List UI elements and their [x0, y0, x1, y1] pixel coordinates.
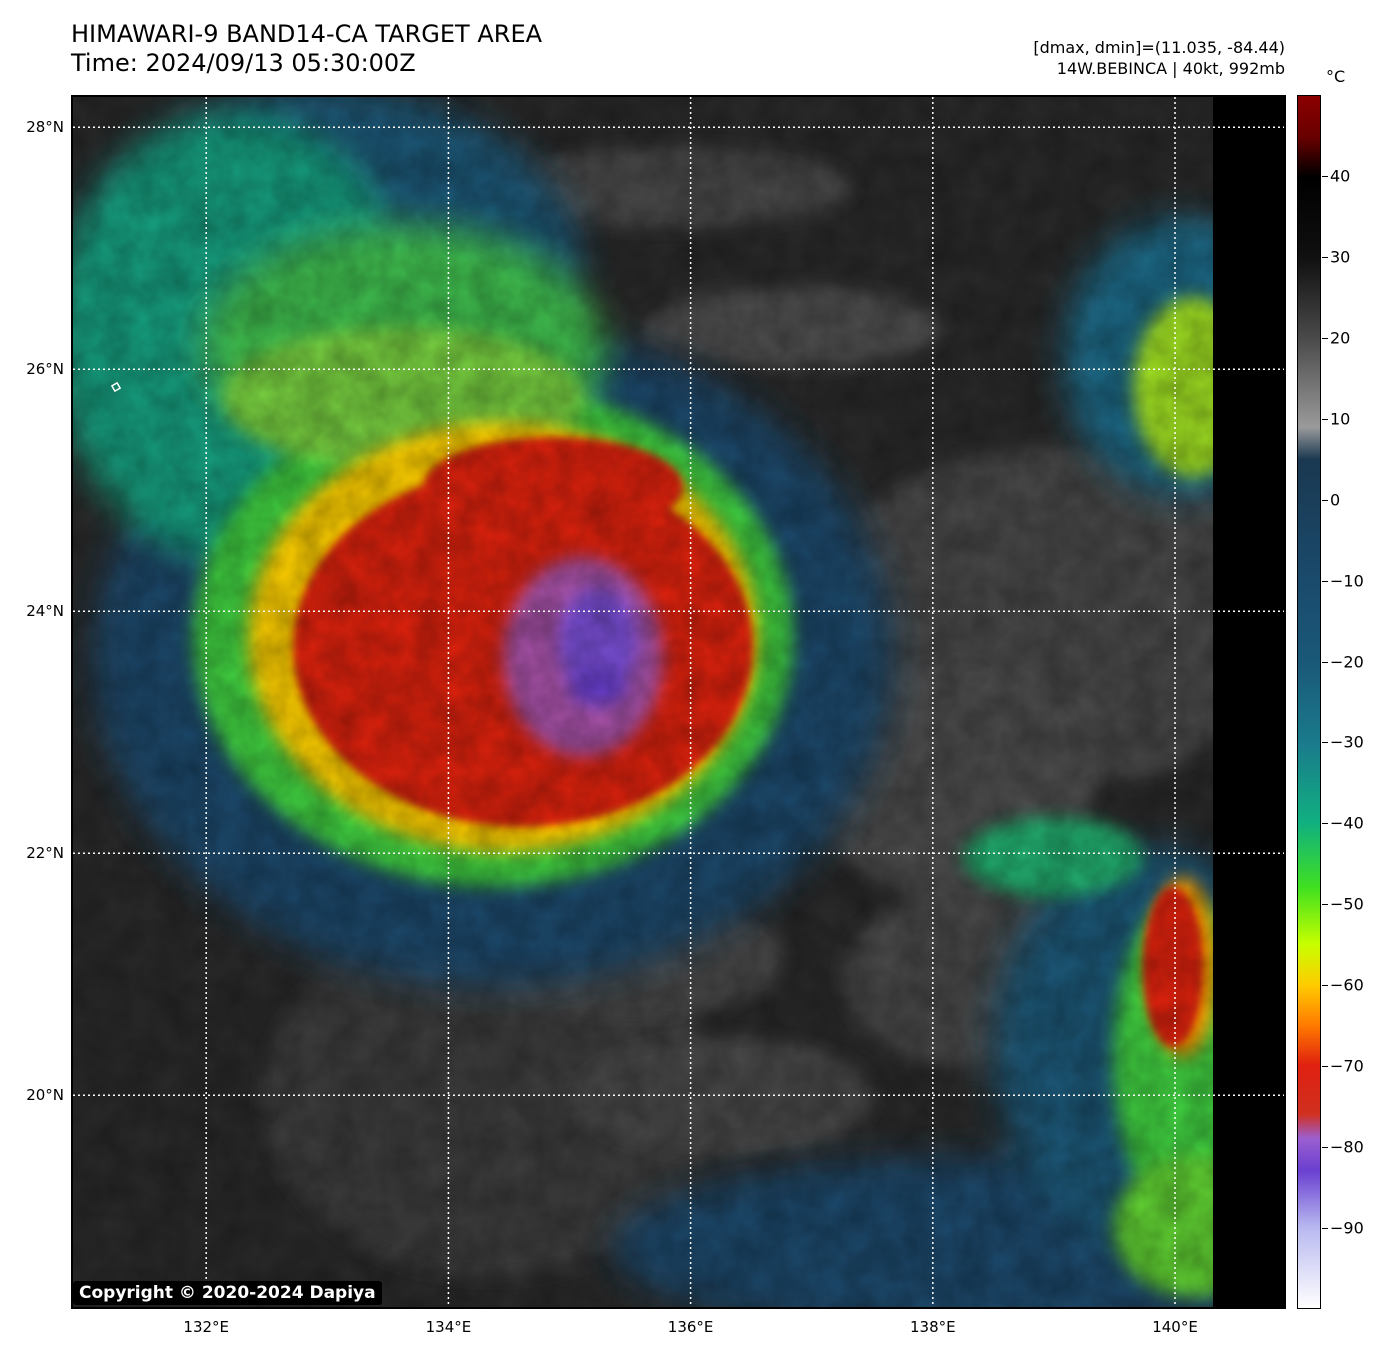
colorbar-tick-label: 20 [1330, 328, 1351, 348]
colorbar-tick [1322, 904, 1328, 906]
lat-label: 28°N [26, 118, 64, 137]
copyright-notice: Copyright © 2020-2024 Dapiya [73, 1281, 382, 1305]
colorbar-unit: °C [1326, 67, 1346, 86]
colorbar-tick [1322, 337, 1328, 339]
lat-label: 24°N [26, 602, 64, 621]
lat-label: 26°N [26, 360, 64, 379]
colorbar-tick-label: −80 [1330, 1137, 1364, 1157]
lat-label: 20°N [26, 1086, 64, 1105]
colorbar-tick [1322, 823, 1328, 825]
dmax-dmin-text: [dmax, dmin]=(11.035, -84.44) [1033, 38, 1285, 57]
colorbar-tick-label: −50 [1330, 894, 1364, 914]
colorbar-tick [1322, 418, 1328, 420]
colorbar-tick-label: −20 [1330, 652, 1364, 672]
colorbar-tick [1322, 175, 1328, 177]
storm-info: [dmax, dmin]=(11.035, -84.44) 14W.BEBINC… [1033, 37, 1285, 79]
colorbar-tick-label: −40 [1330, 813, 1364, 833]
lon-label: 132°E [183, 1318, 230, 1336]
colorbar-tick-label: −90 [1330, 1218, 1364, 1238]
colorbar-tick [1322, 580, 1328, 582]
colorbar-tick-label: −60 [1330, 975, 1364, 995]
lon-label: 134°E [425, 1318, 472, 1336]
lon-label: 140°E [1152, 1318, 1198, 1336]
chart-title: HIMAWARI-9 BAND14-CA TARGET AREA Time: 2… [71, 20, 542, 78]
colorbar [1297, 95, 1321, 1309]
title-product: HIMAWARI-9 BAND14-CA TARGET AREA [71, 20, 543, 48]
ir-imagery [73, 97, 1284, 1307]
lon-label: 136°E [667, 1318, 714, 1336]
colorbar-tick-label: 30 [1330, 247, 1351, 267]
title-time: Time: 2024/09/13 05:30:00Z [71, 49, 416, 77]
colorbar-tick-label: 0 [1330, 490, 1341, 510]
colorbar-tick [1322, 1228, 1328, 1230]
colorbar-tick-label: 10 [1330, 409, 1351, 429]
lat-label: 22°N [26, 844, 64, 863]
colorbar-tick [1322, 1147, 1328, 1149]
colorbar-tick-label: 40 [1330, 166, 1351, 186]
colorbar-tick [1322, 661, 1328, 663]
lon-label: 138°E [909, 1318, 956, 1336]
colorbar-tick [1322, 1066, 1328, 1068]
no-data-strip [1213, 97, 1284, 1307]
colorbar-tick-label: −70 [1330, 1056, 1364, 1076]
island-outline [110, 381, 122, 393]
colorbar-tick-label: −10 [1330, 571, 1364, 591]
colorbar-tick [1322, 985, 1328, 987]
satellite-map[interactable] [71, 95, 1286, 1309]
colorbar-tick-label: −30 [1330, 732, 1364, 752]
storm-name-intensity: 14W.BEBINCA | 40kt, 992mb [1056, 59, 1285, 78]
colorbar-tick [1322, 256, 1328, 258]
graticule [73, 97, 1284, 1307]
colorbar-tick [1322, 742, 1328, 744]
colorbar-tick [1322, 499, 1328, 501]
